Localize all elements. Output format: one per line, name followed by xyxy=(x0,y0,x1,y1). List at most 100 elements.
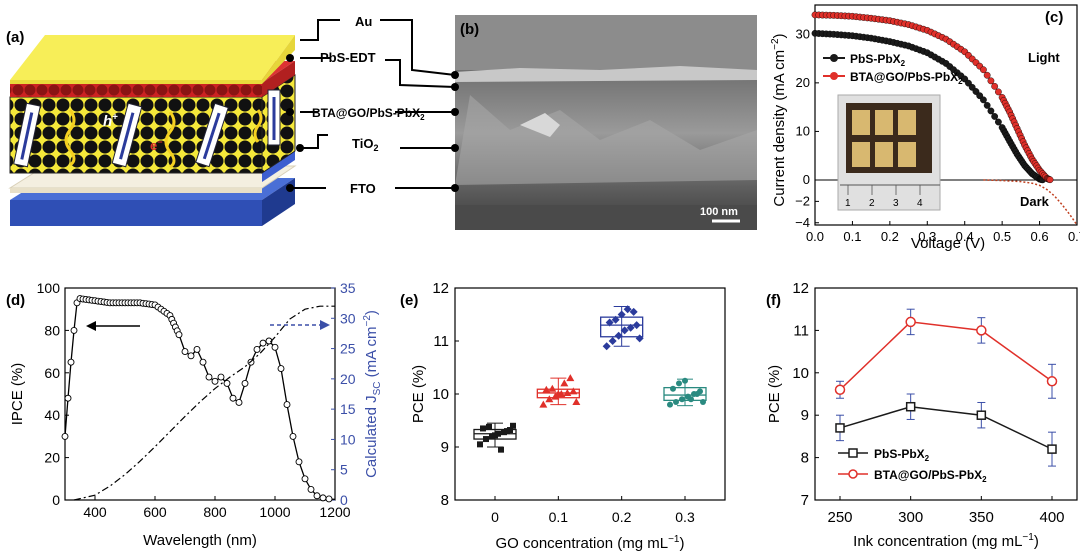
ipce-point xyxy=(307,485,315,493)
x-tick-label: 600 xyxy=(143,504,167,520)
data-point xyxy=(635,334,644,343)
y-tick-label: 100 xyxy=(37,280,61,296)
series-line xyxy=(839,321,1053,391)
x-axis-label: Voltage (V) xyxy=(911,235,985,252)
y2-tick-label: 35 xyxy=(340,280,356,296)
ipce-point xyxy=(301,475,309,483)
panel-a: (a) xyxy=(6,14,425,226)
leader-dot xyxy=(451,108,459,116)
series-layer xyxy=(834,308,1058,467)
ipce-point xyxy=(187,352,195,360)
ruler-label: 4 xyxy=(917,198,923,209)
x-axis-label: Wavelength (nm) xyxy=(143,532,257,549)
sem-bottom xyxy=(455,205,757,230)
data-point xyxy=(504,428,510,435)
series-layer xyxy=(61,295,336,503)
y-tick-label: 7 xyxy=(801,492,809,509)
data-point xyxy=(602,342,611,351)
panel-f: 250 300 350 400 7 8 9 10 11 12 (f) PbS-PbX2 BTA@G… xyxy=(766,280,1078,550)
leader-dot xyxy=(451,144,459,152)
panel-d: 400 600 800 1000 120002040608010005101520253… xyxy=(6,280,383,549)
y-tick-label: 9 xyxy=(441,439,449,456)
data-point xyxy=(563,388,572,396)
plot-frame xyxy=(814,4,1078,226)
data-point xyxy=(554,390,563,397)
data-point xyxy=(679,396,685,403)
y-tick-label: 10 xyxy=(796,123,810,138)
y-axis-label: PCE (%) xyxy=(410,365,427,423)
axis-ticks: 250 300 350 400 7 8 9 10 11 12 xyxy=(792,280,1064,526)
data-point xyxy=(670,385,676,392)
y-tick-label: 20 xyxy=(44,450,60,466)
y-tick-label: −2 xyxy=(795,193,810,208)
data-point xyxy=(483,436,489,443)
leader-dot xyxy=(451,83,459,91)
ipce-point xyxy=(229,394,237,402)
data-point xyxy=(572,397,581,405)
ipce-point xyxy=(259,339,267,347)
x-tick-label: 0.3 xyxy=(675,509,695,525)
legend: PbS-PbX2 BTA@GO/PbS-PbX2 xyxy=(838,447,987,484)
data-point xyxy=(976,325,987,336)
charge-arrows xyxy=(13,89,281,169)
panel-f-letter: (f) xyxy=(766,292,781,309)
jsc-curve xyxy=(73,305,335,501)
layer-leaders xyxy=(290,19,340,189)
sem-leaders xyxy=(380,19,456,189)
label-tio2: TiO2 xyxy=(352,136,378,153)
ruler-label: 3 xyxy=(893,198,899,209)
y-axis-label: Current density (mA cm−2) xyxy=(770,33,788,206)
x-tick-label: 300 xyxy=(898,509,923,526)
x-axis-label: Ink concentration (mg mL−1) xyxy=(853,532,1039,550)
x-tick-label: 0 xyxy=(491,509,499,525)
label-bta: BTA@GO/PbS-PbX2 xyxy=(312,106,425,122)
data-point xyxy=(492,432,498,439)
data-point xyxy=(560,379,569,387)
jv-point xyxy=(983,71,991,79)
data-point xyxy=(542,385,551,393)
ipce-point xyxy=(181,348,189,356)
light-label: Light xyxy=(1028,50,1060,65)
data-point xyxy=(539,400,548,408)
data-point xyxy=(905,316,916,328)
ipce-point xyxy=(193,346,201,353)
data-point xyxy=(676,380,682,387)
dark-curve xyxy=(983,179,1078,226)
y-tick-label: 60 xyxy=(44,365,60,381)
jv-point xyxy=(987,77,995,85)
plot-frame xyxy=(64,287,336,501)
panel-c-letter: (c) xyxy=(1045,9,1063,26)
ipce-point xyxy=(277,365,285,373)
x-tick-label: 1200 xyxy=(319,504,350,520)
data-point xyxy=(694,391,700,397)
y-tick-label: −4 xyxy=(795,215,810,230)
x-tick-label: 250 xyxy=(827,509,852,526)
x-tick-label: 0.2 xyxy=(612,509,632,525)
leader-dot xyxy=(451,184,459,192)
ipce-point xyxy=(61,432,69,440)
x-tick-label: 0.4 xyxy=(956,229,974,244)
x-tick-label: 1000 xyxy=(259,504,290,520)
data-point xyxy=(608,337,617,345)
ipce-point xyxy=(325,495,333,503)
x-axis-label: GO concentration (mg mL−1) xyxy=(496,534,685,552)
panel-b: (b) 100 nm xyxy=(380,15,757,230)
ipce-point xyxy=(271,343,279,351)
y-tick-label: 20 xyxy=(796,75,810,90)
y-tick-label: 80 xyxy=(44,322,60,338)
data-point xyxy=(623,305,632,314)
x-tick-label: 350 xyxy=(969,509,994,526)
series-layer xyxy=(473,305,707,453)
data-point xyxy=(673,398,679,405)
data-point xyxy=(667,401,673,408)
hole-label: h+ xyxy=(103,112,118,130)
device-photo-inset: 1 2 3 4 xyxy=(837,94,941,211)
y-tick-label: 40 xyxy=(44,407,60,423)
data-point xyxy=(905,401,916,412)
legend-marker xyxy=(848,448,858,458)
y2-tick-label: 15 xyxy=(340,401,356,417)
y-tick-label: 11 xyxy=(433,333,449,350)
panel-e-letter: (e) xyxy=(400,292,418,309)
x-tick-label: 0.0 xyxy=(806,229,824,244)
